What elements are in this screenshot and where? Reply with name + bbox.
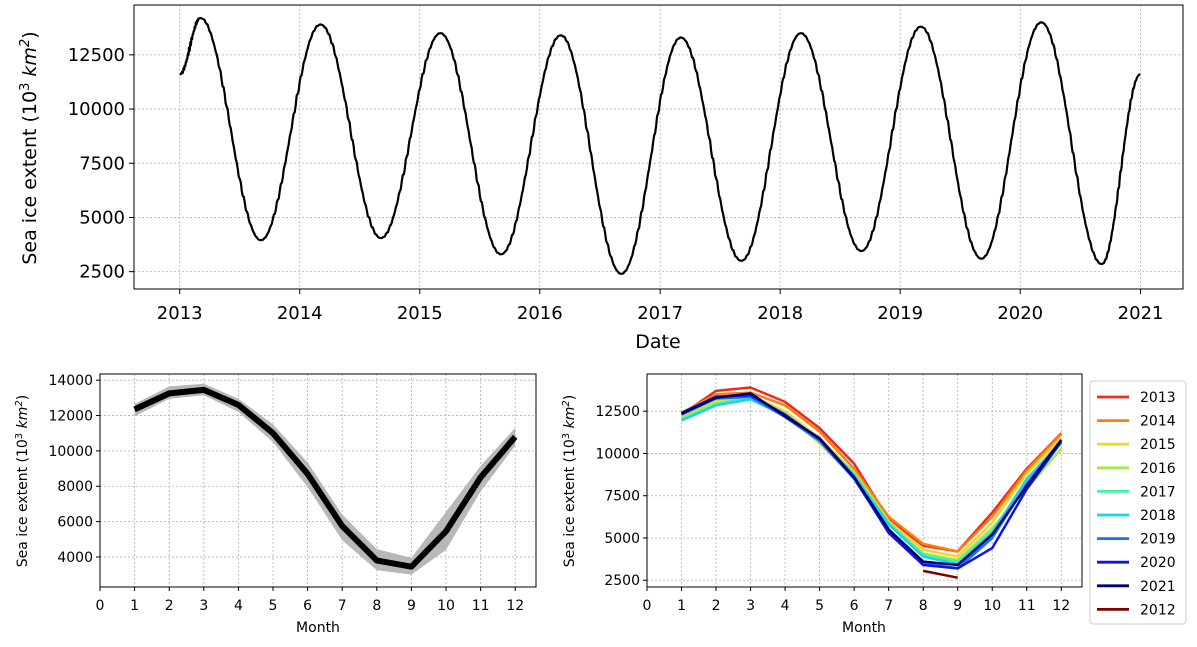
legend-label-2013: 2013 [1140, 390, 1176, 406]
bottom-left-x-axis-label: Month [296, 620, 340, 636]
top-x-tick-label: 2017 [637, 303, 683, 324]
bottom-right-x-tick-label: 7 [884, 598, 893, 614]
bottom-right-x-tick-label: 12 [1052, 598, 1070, 614]
bottom-left-x-tick-label: 7 [338, 598, 347, 614]
bottom-right-legend: 2013 2014 2015 2016 2017 2018 2019 2020 2021 2012 [1089, 380, 1187, 625]
bottom-right-y-ticks: 2500 5000 7500 10000 12500 [595, 404, 647, 589]
top-x-tick-label: 2021 [1118, 303, 1164, 324]
bottom-right-y-tick-label: 2500 [604, 573, 640, 589]
bottom-right-series [680, 386, 1063, 579]
top-x-tick-label: 2013 [157, 303, 203, 324]
bottom-left-x-tick-label: 12 [506, 598, 524, 614]
top-x-tick-label: 2015 [397, 303, 443, 324]
top-x-tick-label: 2016 [517, 303, 563, 324]
bottom-right-y-axis-label: Sea ice extent (103 km2) [561, 395, 578, 567]
bottom-left-y-tick-label: 12000 [48, 409, 93, 425]
series-line-2019 [680, 395, 1063, 570]
bottom-right-y-tick-label: 12500 [595, 404, 640, 420]
legend-label-2015: 2015 [1140, 437, 1176, 453]
bottom-left-x-tick-label: 9 [407, 598, 416, 614]
bottom-right-x-tick-label: 4 [781, 598, 790, 614]
series-line-2015 [680, 394, 1063, 558]
bottom-left-y-axis-label: Sea ice extent (103 km2) [14, 395, 31, 567]
bottom-right-x-axis-label: Month [842, 620, 886, 636]
bottom-left-x-tick-label: 2 [165, 598, 174, 614]
bottom-right-x-tick-label: 8 [919, 598, 928, 614]
bottom-right-x-tick-label: 2 [712, 598, 721, 614]
series-line-2018 [680, 398, 1063, 566]
top-y-ticks: 2500 5000 7500 10000 12500 [68, 45, 134, 283]
bottom-right-x-tick-label: 3 [746, 598, 755, 614]
legend-label-2016: 2016 [1140, 461, 1176, 477]
bottom-left-x-tick-label: 0 [96, 598, 105, 614]
series-line-2012 [922, 569, 958, 579]
bottom-right-x-tick-label: 0 [643, 598, 652, 614]
bottom-right-y-tick-label: 10000 [595, 446, 640, 462]
bottom-right-x-tick-label: 11 [1018, 598, 1036, 614]
top-y-tick-label: 7500 [79, 153, 125, 174]
legend-label-2020: 2020 [1140, 555, 1176, 571]
bottom-right-x-ticks: 0 1 2 3 4 5 6 7 8 9 10 11 12 [643, 587, 1070, 614]
top-x-ticks: 2013 2014 2015 2016 2017 2018 2019 2020 2021 [157, 289, 1164, 324]
bottom-right-x-tick-label: 6 [850, 598, 859, 614]
series-line-2020 [680, 393, 1063, 570]
bottom-left-x-tick-label: 3 [199, 598, 208, 614]
bottom-right-x-tick-label: 5 [815, 598, 824, 614]
top-y-tick-label: 12500 [68, 45, 125, 66]
top-x-tick-label: 2019 [877, 303, 923, 324]
top-series [179, 16, 1141, 275]
legend-label-2017: 2017 [1140, 484, 1176, 500]
bottom-right-y-tick-label: 7500 [604, 489, 640, 505]
bottom-left-y-tick-label: 14000 [48, 373, 93, 389]
legend-label-2012: 2012 [1140, 602, 1176, 618]
bottom-left-x-tick-label: 1 [130, 598, 139, 614]
series-line-2017 [680, 396, 1063, 563]
spread-band [134, 383, 516, 575]
bottom-left-y-tick-label: 4000 [57, 550, 93, 566]
bottom-left-y-ticks: 4000 6000 8000 10000 12000 14000 [48, 373, 100, 566]
top-y-axis-label: Sea ice extent (103 km2) [18, 31, 41, 264]
bottom-right-x-tick-label: 10 [983, 598, 1001, 614]
bottom-left-y-tick-label: 10000 [48, 444, 93, 460]
top-y-tick-label: 5000 [79, 207, 125, 228]
bottom-right-x-tick-label: 1 [677, 598, 686, 614]
top-x-tick-label: 2018 [757, 303, 803, 324]
top-y-tick-label: 2500 [79, 262, 125, 283]
bottom-left-x-tick-label: 11 [472, 598, 490, 614]
series-line-2021 [680, 392, 1063, 567]
bottom-left-y-tick-label: 6000 [57, 515, 93, 531]
legend-label-2019: 2019 [1140, 532, 1176, 548]
bottom-right-plot-frame [646, 373, 1083, 588]
bottom-left-plot-frame [99, 373, 537, 588]
bottom-left-x-tick-label: 5 [269, 598, 278, 614]
top-plot-frame [133, 4, 1184, 290]
bottom-left-x-tick-label: 4 [234, 598, 243, 614]
bottom-right-x-tick-label: 9 [953, 598, 962, 614]
bottom-right-y-tick-label: 5000 [604, 531, 640, 547]
series-line-2016 [680, 396, 1063, 562]
bottom-left-x-tick-label: 10 [437, 598, 455, 614]
top-x-tick-label: 2020 [997, 303, 1043, 324]
bottom-left-series [133, 383, 518, 575]
mean-line [133, 386, 518, 570]
legend-label-2018: 2018 [1140, 508, 1176, 524]
top-grid [134, 5, 1183, 289]
bottom-right-grid [646, 374, 1082, 587]
top-x-axis-label: Date [635, 331, 680, 353]
bottom-left-y-tick-label: 8000 [57, 479, 93, 495]
bottom-left-x-tick-label: 6 [303, 598, 312, 614]
sea-ice-daily-line [179, 16, 1141, 275]
bottom-left-x-ticks: 0 1 2 3 4 5 6 7 8 9 10 11 12 [96, 587, 524, 614]
legend-label-2014: 2014 [1140, 414, 1176, 430]
top-y-tick-label: 10000 [68, 99, 125, 120]
legend-label-2021: 2021 [1140, 579, 1176, 595]
top-x-tick-label: 2014 [277, 303, 323, 324]
bottom-left-x-tick-label: 8 [372, 598, 381, 614]
